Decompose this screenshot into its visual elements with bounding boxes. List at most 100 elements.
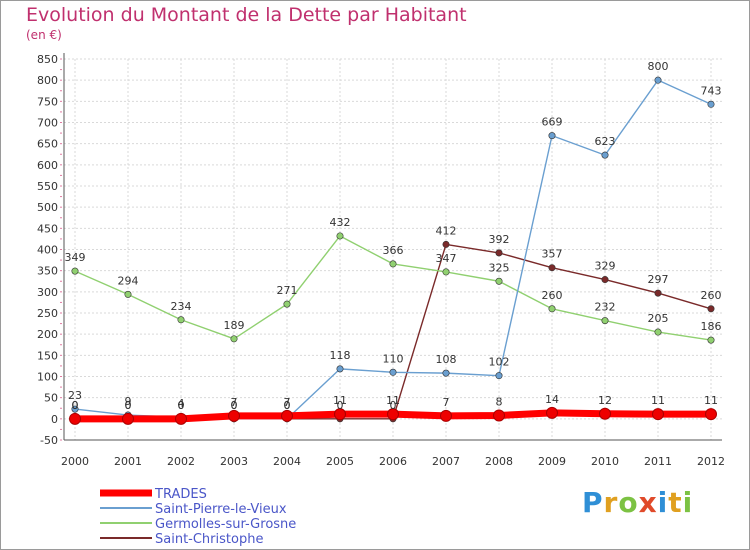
chart-title: Evolution du Montant de la Dette par Hab… — [26, 4, 467, 26]
x-tick-label: 2003 — [220, 455, 248, 468]
y-axis-unit: (en €) — [26, 28, 62, 42]
data-point — [389, 260, 397, 268]
data-point — [336, 232, 344, 240]
data-point — [442, 369, 450, 377]
data-label: 260 — [542, 289, 563, 302]
data-point — [230, 335, 238, 343]
data-point — [387, 408, 399, 421]
data-point — [546, 406, 558, 419]
data-point — [228, 409, 240, 422]
data-label: 349 — [65, 251, 86, 264]
x-tick-label: 2002 — [167, 455, 195, 468]
data-label: 14 — [545, 393, 559, 406]
data-point — [495, 277, 503, 285]
data-point — [601, 276, 609, 284]
y-tick-label: 650 — [37, 138, 58, 151]
data-point — [548, 264, 556, 272]
y-tick-label: 600 — [37, 159, 58, 172]
y-tick-label: 850 — [37, 53, 58, 66]
data-label: 0 — [284, 399, 291, 412]
x-tick-label: 2012 — [697, 455, 725, 468]
y-tick-label: 550 — [37, 180, 58, 193]
y-tick-label: 400 — [37, 244, 58, 257]
data-label: 189 — [224, 319, 245, 332]
data-label: 623 — [595, 135, 616, 148]
data-label: 0 — [390, 399, 397, 412]
logo-letter: t — [668, 486, 683, 519]
data-label: 0 — [125, 399, 132, 412]
logo-letter: r — [603, 486, 619, 519]
legend: TRADESSaint-Pierre-le-VieuxGermolles-sur… — [100, 487, 296, 547]
data-point — [175, 412, 187, 425]
data-label: 0 — [178, 399, 185, 412]
data-label: 118 — [330, 349, 351, 362]
data-label: 7 — [443, 396, 450, 409]
data-point — [177, 316, 185, 324]
data-label: 12 — [598, 394, 612, 407]
data-label: 7 — [231, 396, 238, 409]
data-label: 11 — [333, 394, 347, 407]
data-point — [654, 289, 662, 297]
data-label: 800 — [648, 60, 669, 73]
data-label: 432 — [330, 216, 351, 229]
data-point — [652, 408, 664, 421]
x-tick-label: 2009 — [538, 455, 566, 468]
data-point — [122, 412, 134, 425]
logo-letter: i — [682, 486, 694, 519]
y-tick-label: 800 — [37, 74, 58, 87]
data-point — [336, 365, 344, 373]
data-label: 0 — [72, 399, 79, 412]
data-label: 325 — [489, 261, 510, 274]
proxiti-logo: Proxiti — [582, 486, 693, 519]
data-point — [707, 336, 715, 344]
data-point — [442, 240, 450, 248]
data-label: 4 — [178, 397, 185, 410]
y-tick-label: 300 — [37, 286, 58, 299]
data-label: 11 — [386, 394, 400, 407]
data-point — [601, 151, 609, 159]
data-label: 11 — [651, 394, 665, 407]
data-label: 329 — [595, 260, 616, 273]
legend-label: Saint-Christophe — [155, 532, 263, 547]
data-point — [707, 305, 715, 313]
data-point — [334, 408, 346, 421]
legend-label: Germolles-sur-Grosne — [155, 517, 296, 532]
data-label: 743 — [701, 84, 722, 97]
data-point — [495, 249, 503, 257]
data-point — [71, 267, 79, 275]
data-label: 7 — [284, 396, 291, 409]
axes: -500501001502002503003504004505005506006… — [37, 53, 725, 468]
data-point — [281, 409, 293, 422]
x-tick-label: 2005 — [326, 455, 354, 468]
data-point — [389, 368, 397, 376]
x-tick-label: 2007 — [432, 455, 460, 468]
data-point — [599, 407, 611, 420]
x-tick-label: 2004 — [273, 455, 301, 468]
data-point — [707, 100, 715, 108]
y-tick-label: 750 — [37, 95, 58, 108]
y-tick-label: 50 — [44, 392, 58, 405]
data-label: 110 — [383, 352, 404, 365]
data-point — [654, 328, 662, 336]
x-tick-label: 2001 — [114, 455, 142, 468]
data-label: 108 — [436, 353, 457, 366]
logo-letter: x — [638, 486, 658, 519]
data-label: 0 — [72, 399, 79, 412]
data-label: 260 — [701, 289, 722, 302]
data-point — [440, 409, 452, 422]
data-label: 186 — [701, 320, 722, 333]
legend-label: Saint-Pierre-le-Vieux — [155, 502, 287, 517]
data-label: 232 — [595, 301, 616, 314]
logo-letter: P — [582, 486, 604, 519]
data-label: 9 — [125, 395, 132, 408]
data-label: 347 — [436, 252, 457, 265]
y-tick-label: 500 — [37, 201, 58, 214]
data-point — [124, 290, 132, 298]
data-label: 234 — [171, 300, 192, 313]
data-label: 102 — [489, 356, 510, 369]
x-tick-label: 2008 — [485, 455, 513, 468]
data-label: 392 — [489, 233, 510, 246]
data-label: 0 — [231, 399, 238, 412]
data-label: 412 — [436, 224, 457, 237]
